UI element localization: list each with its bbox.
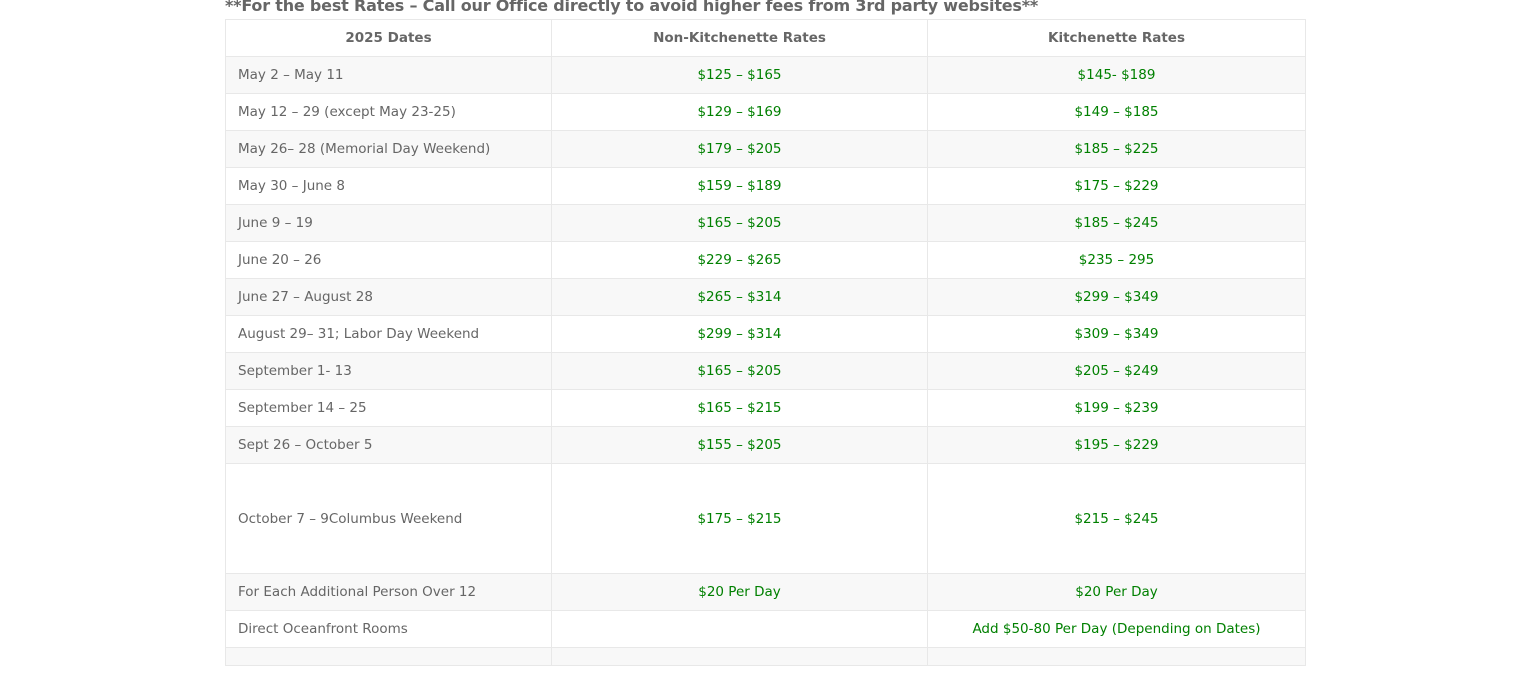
table-row: September 1- 13 $165 – $205 $205 – $249 — [225, 352, 1306, 390]
non-kitchenette-rate-cell — [551, 610, 928, 648]
table-row: June 9 – 19 $165 – $205 $185 – $245 — [225, 204, 1306, 242]
non-kitchenette-rate-cell: $159 – $189 — [551, 167, 928, 205]
kitchenette-rate-cell: $309 – $349 — [927, 315, 1306, 353]
date-cell: May 12 – 29 (except May 23-25) — [225, 93, 552, 131]
date-cell: May 2 – May 11 — [225, 56, 552, 94]
table-row: May 2 – May 11 $125 – $165 $145- $189 — [225, 56, 1306, 94]
kitchenette-rate-cell: Add $50-80 Per Day (Depending on Dates) — [927, 610, 1306, 648]
date-cell: June 9 – 19 — [225, 204, 552, 242]
date-cell: Sept 26 – October 5 — [225, 426, 552, 464]
date-cell: June 27 – August 28 — [225, 278, 552, 316]
non-kitchenette-rate-cell: $179 – $205 — [551, 130, 928, 168]
kitchenette-rate-cell — [927, 647, 1306, 666]
table-row: June 27 – August 28 $265 – $314 $299 – $34… — [225, 278, 1306, 316]
table-row — [225, 647, 1306, 666]
kitchenette-rate-cell: $235 – 295 — [927, 241, 1306, 279]
non-kitchenette-rate-cell: $265 – $314 — [551, 278, 928, 316]
date-cell: Direct Oceanfront Rooms — [225, 610, 552, 648]
non-kitchenette-rate-cell: $129 – $169 — [551, 93, 928, 131]
header-kitchenette: Kitchenette Rates — [927, 19, 1306, 57]
date-cell: August 29– 31; Labor Day Weekend — [225, 315, 552, 353]
table-row: May 26– 28 (Memorial Day Weekend) $179 – … — [225, 130, 1306, 168]
kitchenette-rate-cell: $199 – $239 — [927, 389, 1306, 427]
non-kitchenette-rate-cell: $125 – $165 — [551, 56, 928, 94]
kitchenette-rate-cell: $185 – $225 — [927, 130, 1306, 168]
kitchenette-rate-cell: $215 – $245 — [927, 463, 1306, 574]
kitchenette-rate-cell: $205 – $249 — [927, 352, 1306, 390]
table-row: For Each Additional Person Over 12 $20 Pe… — [225, 573, 1306, 611]
table-row: Sept 26 – October 5 $155 – $205 $195 – $22… — [225, 426, 1306, 464]
kitchenette-rate-cell: $175 – $229 — [927, 167, 1306, 205]
date-cell: June 20 – 26 — [225, 241, 552, 279]
non-kitchenette-rate-cell: $165 – $205 — [551, 352, 928, 390]
date-cell: October 7 – 9Columbus Weekend — [225, 463, 552, 574]
rates-table: 2025 Dates Non-Kitchenette Rates Kitchen… — [225, 19, 1306, 666]
table-row: June 20 – 26 $229 – $265 $235 – 295 — [225, 241, 1306, 279]
table-row: August 29– 31; Labor Day Weekend $299 – $… — [225, 315, 1306, 353]
table-row: May 12 – 29 (except May 23-25) $129 – $16… — [225, 93, 1306, 131]
non-kitchenette-rate-cell: $229 – $265 — [551, 241, 928, 279]
non-kitchenette-rate-cell: $299 – $314 — [551, 315, 928, 353]
date-cell: For Each Additional Person Over 12 — [225, 573, 552, 611]
table-row: October 7 – 9Columbus Weekend $175 – $215… — [225, 463, 1306, 574]
date-cell — [225, 647, 552, 666]
non-kitchenette-rate-cell: $20 Per Day — [551, 573, 928, 611]
kitchenette-rate-cell: $145- $189 — [927, 56, 1306, 94]
date-cell: May 30 – June 8 — [225, 167, 552, 205]
kitchenette-rate-cell: $299 – $349 — [927, 278, 1306, 316]
non-kitchenette-rate-cell: $165 – $215 — [551, 389, 928, 427]
date-cell: September 1- 13 — [225, 352, 552, 390]
header-row: 2025 Dates Non-Kitchenette Rates Kitchen… — [225, 19, 1306, 57]
kitchenette-rate-cell: $149 – $185 — [927, 93, 1306, 131]
kitchenette-rate-cell: $195 – $229 — [927, 426, 1306, 464]
date-cell: May 26– 28 (Memorial Day Weekend) — [225, 130, 552, 168]
table-row: Direct Oceanfront Rooms Add $50-80 Per Da… — [225, 610, 1306, 648]
non-kitchenette-rate-cell: $175 – $215 — [551, 463, 928, 574]
header-non-kitchenette: Non-Kitchenette Rates — [551, 19, 928, 57]
non-kitchenette-rate-cell: $165 – $205 — [551, 204, 928, 242]
table-row: September 14 – 25 $165 – $215 $199 – $239 — [225, 389, 1306, 427]
kitchenette-rate-cell: $20 Per Day — [927, 573, 1306, 611]
non-kitchenette-rate-cell — [551, 647, 928, 666]
non-kitchenette-rate-cell: $155 – $205 — [551, 426, 928, 464]
date-cell: September 14 – 25 — [225, 389, 552, 427]
kitchenette-rate-cell: $185 – $245 — [927, 204, 1306, 242]
best-rates-notice: **For the best Rates – Call our Office d… — [225, 0, 1039, 15]
header-dates: 2025 Dates — [225, 19, 552, 57]
table-row: May 30 – June 8 $159 – $189 $175 – $229 — [225, 167, 1306, 205]
